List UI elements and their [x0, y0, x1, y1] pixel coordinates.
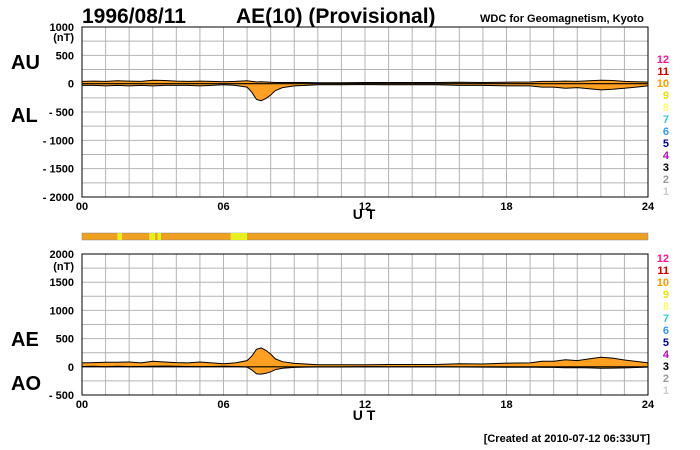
legend-entry: 12	[657, 54, 669, 66]
y-tick-label: - 500	[49, 107, 74, 119]
series-line-ae	[81, 347, 649, 366]
x-tick-label: 00	[76, 399, 88, 411]
legend-entry: 11	[657, 265, 669, 277]
x-axis-label-top: U T	[353, 206, 376, 222]
legend-entry: 8	[663, 102, 669, 114]
y-tick-label: - 500	[49, 390, 74, 402]
series-line-ao	[81, 365, 649, 375]
legend-entry: 3	[663, 162, 669, 174]
x-tick-label: 12	[359, 399, 371, 411]
series-line-au	[81, 79, 649, 84]
y-tick-label: 0	[68, 79, 74, 91]
legend-entry: 10	[657, 277, 669, 289]
legend-entry: 2	[663, 174, 669, 186]
x-tick-label: 06	[217, 399, 229, 411]
bar-base	[81, 232, 649, 241]
legend-entry: 1	[663, 186, 669, 198]
y-tick-label: 1500	[50, 277, 74, 289]
bar-segment	[230, 233, 248, 240]
legend-entry: 9	[663, 90, 669, 102]
date-title: 1996/08/11	[82, 5, 186, 28]
legend-entry: 3	[663, 361, 669, 373]
al-label: AL	[11, 105, 38, 127]
y-tick-label: 0	[68, 362, 74, 374]
legend-entry: 2	[663, 373, 669, 385]
series-line-al	[82, 83, 649, 102]
bar-segment	[157, 233, 162, 240]
y-tick-label: - 1500	[43, 164, 74, 176]
y-tick-label: - 1000	[43, 135, 74, 147]
x-axis-label-bottom: U T	[353, 407, 376, 423]
contribution-bar	[81, 232, 649, 241]
legend-entry: 5	[663, 337, 669, 349]
unit-label-bottom: (nT)	[53, 261, 74, 273]
created-timestamp: [Created at 2010-07-12 06:33UT]	[484, 433, 651, 445]
x-tick-label: 18	[500, 399, 512, 411]
y-tick-label: 500	[56, 334, 74, 346]
legend-entry: 6	[663, 325, 669, 337]
y-tick-label: 500	[56, 50, 74, 62]
bar-segment	[117, 233, 123, 240]
legend-entry: 11	[657, 66, 669, 78]
x-tick-label: 24	[642, 399, 655, 411]
au-label: AU	[11, 52, 40, 74]
ae-label: AE	[11, 329, 39, 351]
x-tick-label: 12	[359, 201, 371, 213]
legend-entry: 1	[663, 385, 669, 397]
legend-entry: 5	[663, 138, 669, 150]
legend-entry: 7	[663, 114, 669, 126]
x-tick-label: 06	[217, 201, 229, 213]
legend-entry: 9	[663, 289, 669, 301]
plot-frame	[81, 26, 649, 198]
legend-entry: 8	[663, 301, 669, 313]
bar-segment	[149, 233, 156, 240]
y-tick-label: 2000	[50, 249, 74, 261]
legend-entry: 12	[657, 253, 669, 265]
legend-entry: 7	[663, 313, 669, 325]
y-tick-label: 1000	[50, 305, 74, 317]
legend-entry: 6	[663, 126, 669, 138]
x-tick-label: 18	[500, 201, 512, 213]
legend-entry: 4	[663, 150, 670, 162]
ao-label: AO	[11, 373, 41, 395]
x-tick-label: 24	[642, 201, 655, 213]
index-title: AE(10) (Provisional)	[236, 5, 436, 28]
y-tick-label: 1000	[50, 22, 74, 34]
plot-frame	[81, 253, 649, 396]
x-tick-label: 00	[76, 201, 88, 213]
legend-entry: 4	[663, 349, 670, 361]
unit-label-top: (nT)	[53, 32, 74, 44]
source-label: WDC for Geomagnetism, Kyoto	[480, 13, 644, 25]
y-tick-label: - 2000	[43, 192, 74, 204]
legend-entry: 10	[657, 78, 669, 90]
